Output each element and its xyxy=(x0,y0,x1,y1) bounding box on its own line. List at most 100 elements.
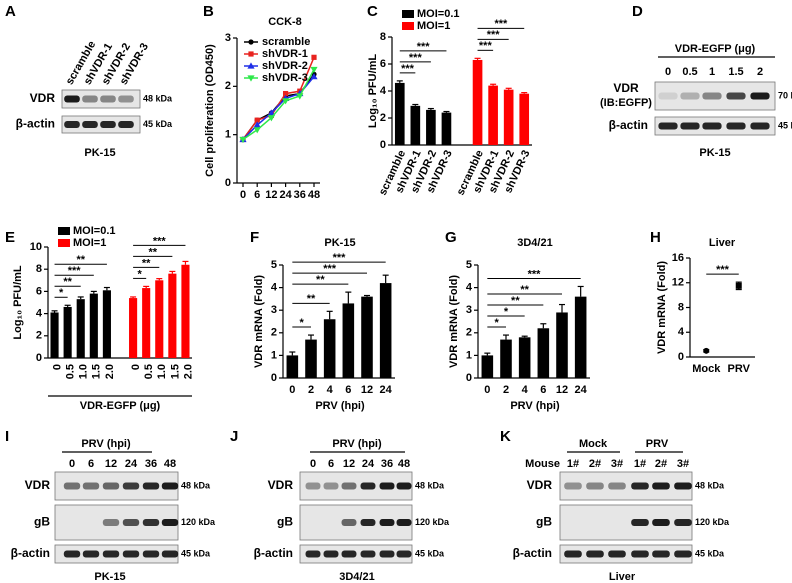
kda-label: 70 kDa xyxy=(778,90,792,100)
significance-label: *** xyxy=(494,18,508,30)
panel-letter: G xyxy=(445,229,457,246)
y-tick-label: 6 xyxy=(380,58,386,70)
lane-label: 0 xyxy=(310,458,316,470)
significance-label: * xyxy=(504,306,509,318)
x-tick-label: 0.5 xyxy=(143,364,155,379)
y-tick-label: 4 xyxy=(466,282,473,294)
x-tick-label: 0 xyxy=(240,189,246,201)
kda-label: 45 kDa xyxy=(143,119,173,129)
band xyxy=(102,519,120,526)
x-tick-label: 36 xyxy=(294,189,306,201)
row-label: β-actin xyxy=(11,546,50,560)
panel-letter: D xyxy=(632,3,643,20)
x-tick-label: 24 xyxy=(279,189,292,201)
bar xyxy=(394,82,405,145)
band xyxy=(608,482,626,490)
bar xyxy=(472,59,483,146)
band xyxy=(360,550,376,558)
y-tick-label: 4 xyxy=(678,326,685,338)
bar xyxy=(323,319,336,378)
y-tick-label: 2 xyxy=(380,112,386,124)
y-tick-label: 4 xyxy=(271,282,278,294)
x-tick-label: 6 xyxy=(254,189,260,201)
lane-label: 6 xyxy=(328,458,334,470)
y-tick-label: 3 xyxy=(225,32,231,44)
significance-label: ** xyxy=(76,254,85,266)
band xyxy=(82,550,100,558)
lane-label: 36 xyxy=(145,458,157,470)
band xyxy=(631,519,649,526)
band xyxy=(122,550,140,558)
lane-label: 24 xyxy=(362,458,375,470)
significance-label: *** xyxy=(401,63,415,75)
band xyxy=(586,482,604,490)
x-tick-label: 12 xyxy=(556,384,568,396)
bar xyxy=(155,280,164,358)
lane-label: 2 xyxy=(757,66,763,78)
panel-letter: J xyxy=(230,428,238,445)
band xyxy=(64,95,80,103)
row-label: VDR xyxy=(268,478,294,492)
y-axis-label: Log₁₀ PFU/mL xyxy=(367,54,379,129)
y-tick-label: 8 xyxy=(678,301,684,313)
point xyxy=(703,347,710,354)
band xyxy=(379,550,395,558)
band xyxy=(82,121,98,128)
bar xyxy=(142,288,151,358)
band xyxy=(396,482,412,490)
band xyxy=(161,482,179,490)
band xyxy=(305,550,321,558)
band xyxy=(360,482,376,490)
y-tick-label: 5 xyxy=(271,259,277,271)
row-label: gB xyxy=(277,515,293,529)
panel-letter: K xyxy=(500,428,511,445)
significance-label: * xyxy=(59,287,64,299)
point xyxy=(310,66,318,74)
band xyxy=(161,550,179,558)
lane-label: 2# xyxy=(655,458,667,470)
x-tick-label: 1.0 xyxy=(78,364,90,379)
lane-label: 36 xyxy=(381,458,393,470)
band xyxy=(702,92,722,100)
band xyxy=(674,519,692,526)
lane-label: 3# xyxy=(611,458,623,470)
y-axis-label: VDR mRNA (Fold) xyxy=(656,261,668,354)
significance-label: *** xyxy=(528,268,542,280)
lane-label: 24 xyxy=(125,458,138,470)
blot-title: PRV (hpi) xyxy=(332,438,382,450)
x-tick-label: 24 xyxy=(380,384,393,396)
kda-label: 45 kDa xyxy=(181,548,211,558)
bar xyxy=(342,303,355,378)
kda-label: 48 kDa xyxy=(181,480,211,490)
band xyxy=(360,519,376,526)
blot-caption: 3D4/21 xyxy=(339,571,374,583)
point xyxy=(254,117,260,123)
band xyxy=(674,550,692,558)
blot-caption: PK-15 xyxy=(699,147,730,159)
row-label: VDR xyxy=(613,81,639,95)
band xyxy=(379,519,395,526)
legend-swatch xyxy=(58,239,70,247)
kda-label: 45 kDa xyxy=(778,120,792,130)
significance-label: *** xyxy=(409,52,423,64)
row-label: VDR xyxy=(25,478,51,492)
lane-label: 0 xyxy=(665,66,671,78)
band xyxy=(631,482,649,490)
y-tick-label: 2 xyxy=(225,80,231,92)
significance-label: ** xyxy=(142,257,151,269)
band xyxy=(142,482,160,490)
bar xyxy=(488,85,498,145)
band xyxy=(323,550,339,558)
bar xyxy=(519,93,530,145)
band xyxy=(63,550,81,558)
lane-label: 1 xyxy=(709,66,715,78)
legend-label: MOI=0.1 xyxy=(73,225,116,237)
lane-label: 48 xyxy=(398,458,410,470)
x-axis-label: PRV (hpi) xyxy=(510,400,560,412)
bar xyxy=(305,339,317,378)
blot-strip xyxy=(559,544,693,564)
x-tick-label: 12 xyxy=(265,189,277,201)
band xyxy=(323,482,339,490)
bar xyxy=(379,283,392,378)
